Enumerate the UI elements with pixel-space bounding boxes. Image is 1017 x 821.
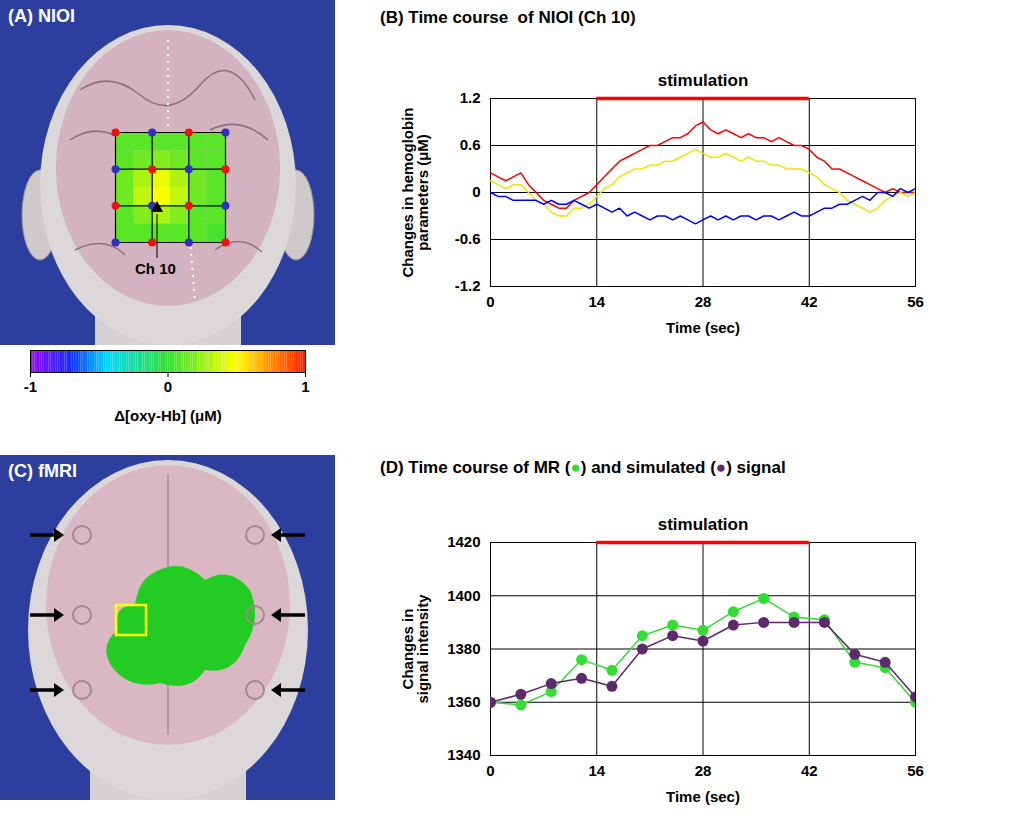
svg-text:56: 56 — [907, 293, 924, 310]
svg-text:28: 28 — [695, 293, 712, 310]
svg-text:Δ[oxy-Hb] (μM): Δ[oxy-Hb] (μM) — [114, 407, 221, 424]
svg-text:1360: 1360 — [447, 693, 480, 710]
svg-text:stimulation: stimulation — [658, 515, 749, 534]
svg-text:1380: 1380 — [447, 640, 480, 657]
html-text:(B) Time course of NIOI (Ch 10: (B) Time course of NIOI (Ch 10) — [380, 8, 636, 27]
svg-text:0: 0 — [486, 762, 494, 779]
svg-text:Time (sec): Time (sec) — [666, 788, 740, 805]
svg-text:14: 14 — [588, 762, 605, 779]
svg-text:1.2: 1.2 — [460, 89, 481, 106]
svg-text:-0.6: -0.6 — [455, 230, 481, 247]
svg-text:1340: 1340 — [447, 746, 480, 763]
svg-text:42: 42 — [801, 762, 818, 779]
svg-text:56: 56 — [907, 762, 924, 779]
html-text:(D) Time course of MR (●) and: (D) Time course of MR (●) and simulated … — [380, 458, 786, 477]
svg-text:0.6: 0.6 — [460, 136, 481, 153]
svg-text:14: 14 — [588, 293, 605, 310]
svg-text:28: 28 — [695, 762, 712, 779]
svg-text:-1: -1 — [24, 378, 37, 395]
svg-text:0: 0 — [486, 293, 494, 310]
svg-text:1: 1 — [301, 378, 309, 395]
html-text:(C) fMRI: (C) fMRI — [8, 461, 77, 481]
svg-text:stimulation: stimulation — [658, 71, 749, 90]
svg-text:-1.2: -1.2 — [455, 277, 481, 294]
svg-text:1400: 1400 — [447, 587, 480, 604]
html-text:(A) NIOI: (A) NIOI — [8, 6, 75, 26]
svg-text:1420: 1420 — [447, 533, 480, 550]
svg-text:Changes insignal intensity: Changes insignal intensity — [399, 594, 431, 704]
svg-text:Time (sec): Time (sec) — [666, 319, 740, 336]
svg-text:42: 42 — [801, 293, 818, 310]
svg-text:Changes in hemoglobinparameter: Changes in hemoglobinparameters (μM) — [399, 107, 431, 277]
svg-text:0: 0 — [164, 378, 172, 395]
html-text:Ch 10: Ch 10 — [135, 260, 176, 277]
svg-text:0: 0 — [472, 183, 480, 200]
